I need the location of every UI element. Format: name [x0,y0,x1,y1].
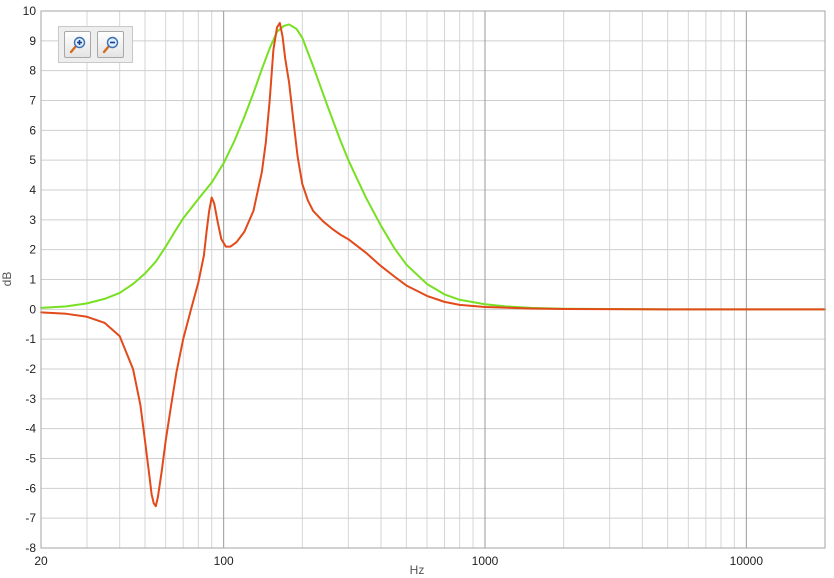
y-tick-label: 5 [29,153,36,167]
x-tick-labels: 20 100 1000 10000 [34,554,763,568]
x-axis-title: Hz [410,563,425,577]
y-tick-label: 9 [29,34,36,48]
y-tick-label: -7 [25,511,36,525]
series-layer [40,21,826,508]
y-tick-label: 0 [29,302,36,316]
zoom-toolbar [58,26,133,63]
y-tick-label: -1 [25,332,36,346]
y-tick-label: -3 [25,392,36,406]
y-tick-label: -6 [25,481,36,495]
y-tick-label: 4 [29,183,36,197]
y-tick-label: -8 [25,541,36,555]
y-tick-label: -2 [25,362,36,376]
y-tick-label: 10 [23,4,37,18]
zoom-out-button[interactable] [97,31,124,58]
y-tick-label: 3 [29,213,36,227]
zoom-in-icon [69,36,86,54]
series-line-1 [40,23,826,311]
x-tick-label: 10000 [730,554,764,568]
y-tick-label: 8 [29,64,36,78]
y-tick-label: -4 [25,422,36,436]
y-tick-label: -5 [25,452,36,466]
x-tick-label: 1000 [472,554,499,568]
zoom-out-icon [102,36,119,54]
plot-border [40,10,826,549]
x-tick-label: 20 [34,554,48,568]
y-tick-label: 2 [29,243,36,257]
y-tick-label: 6 [29,123,36,137]
series-line-2 [40,21,826,508]
y-tick-label: 7 [29,94,36,108]
major-grid [223,11,747,548]
y-axis-title: dB [0,272,14,287]
y-tick-label: 1 [29,273,36,287]
x-tick-label: 100 [214,554,234,568]
zoom-in-button[interactable] [64,31,91,58]
